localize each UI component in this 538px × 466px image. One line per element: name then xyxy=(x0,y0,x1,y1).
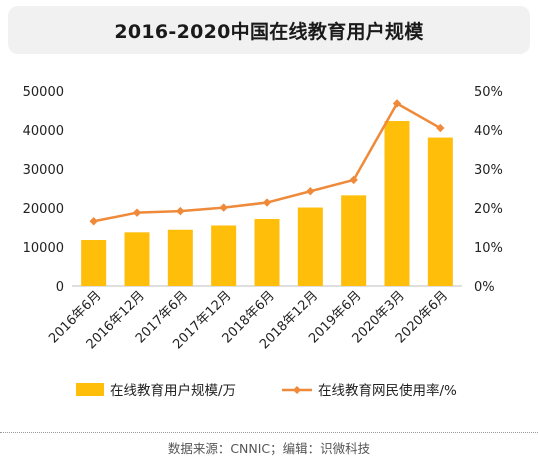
bar xyxy=(341,195,367,286)
legend-line-marker xyxy=(293,386,301,394)
line-point xyxy=(132,208,142,217)
legend-bar-swatch xyxy=(76,383,104,396)
y-left-tick-label: 30000 xyxy=(23,163,64,178)
bar xyxy=(124,232,150,286)
chart-title: 2016-2020中国在线教育用户规模 xyxy=(114,20,424,43)
y-left-tick-label: 0 xyxy=(56,280,64,295)
bar xyxy=(297,207,323,286)
line-point xyxy=(219,203,228,212)
y-left-tick-label: 10000 xyxy=(23,241,64,256)
bar xyxy=(384,121,410,287)
y-right-tick-label: 30% xyxy=(474,163,503,178)
y-right-tick-label: 20% xyxy=(474,202,503,217)
y-right-tick-label: 10% xyxy=(474,241,503,256)
line-point xyxy=(89,217,98,226)
bar xyxy=(427,137,453,286)
bar xyxy=(254,218,280,286)
legend-line-label: 在线教育网民使用率/% xyxy=(318,382,457,399)
bar xyxy=(81,240,107,286)
y-left-tick-label: 40000 xyxy=(23,124,64,139)
line-point xyxy=(436,123,445,133)
y-right-tick-label: 50% xyxy=(474,85,503,100)
line-point xyxy=(176,206,185,216)
bar xyxy=(211,225,237,286)
line-point xyxy=(349,175,358,185)
line-point xyxy=(306,187,315,196)
line-point xyxy=(262,198,272,207)
y-left-tick-label: 20000 xyxy=(23,202,64,217)
line-point xyxy=(392,99,402,108)
y-right-tick-label: 0% xyxy=(474,280,495,295)
y-right-tick-label: 40% xyxy=(474,124,503,139)
y-left-tick-label: 50000 xyxy=(23,85,64,100)
source-note: 数据来源：CNNIC；编辑：识微科技 xyxy=(167,441,371,456)
divider xyxy=(0,432,538,433)
legend-bar-label: 在线教育用户规模/万 xyxy=(110,382,236,399)
title-bar: 2016-2020中国在线教育用户规模 xyxy=(8,6,530,54)
bar xyxy=(167,229,193,286)
